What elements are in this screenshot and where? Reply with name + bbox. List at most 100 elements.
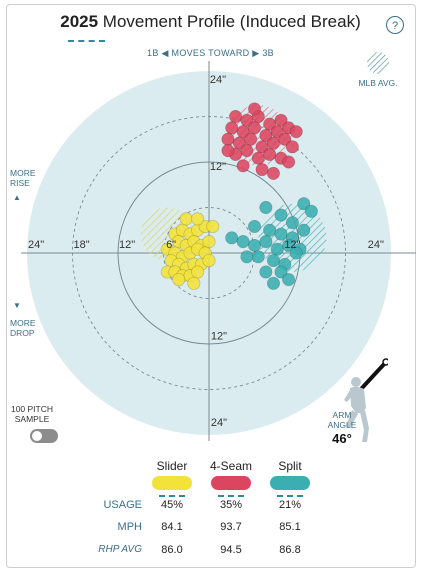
ring-label-left-6: 6" [166,239,176,251]
4-seam-point-7 [247,121,262,135]
slider-point-5 [206,219,220,234]
split-point-21 [259,265,273,279]
mph-row-label: MPH [117,521,142,533]
more-drop-line-2: DROP [10,328,35,338]
slider-toggle-pill[interactable] [152,476,192,490]
4-seam-point-17 [285,140,300,154]
pitch-name-split: Split [278,459,302,473]
4-seam-point-13 [244,132,258,146]
split-point-2 [285,216,300,230]
ring-label-left-12: 12" [119,239,135,251]
more-rise-line-1: MORE [10,168,36,178]
4-seam-point-4 [274,113,288,127]
ring-label-bottom-12: 12" [211,330,227,342]
split-point-18 [266,253,281,268]
mph-split: 85.1 [279,521,301,533]
more-rise-label: MORE RISE [10,168,36,188]
year-underline [68,40,105,42]
more-drop-line-1: MORE [10,318,36,328]
pitch-name-4seam: 4-Seam [209,459,253,473]
slider-point-10 [202,235,216,249]
split-point-6 [263,223,277,237]
4-seam-point-15 [266,136,281,150]
split-point-3 [297,197,311,211]
4-seam-point-5 [225,121,239,135]
usage-row-label: USAGE [103,499,142,511]
toggle-knob [32,431,42,441]
4-seam-point-26 [282,155,296,169]
4-seam-point-14 [255,140,269,154]
ring-label-right-24: 24" [368,239,384,251]
arm-label-line-2: ANGLE [327,420,357,430]
more-drop-label: MORE DROP [10,318,36,338]
help-icon[interactable]: ? [386,16,404,34]
movement-plot: 24" 12" 12" 24" 24" 18" 12" 6" 12" 24" [21,61,416,441]
arm-label-line-1: ARM [332,410,352,420]
split-point-13 [259,235,273,249]
title-text: Movement Profile (Induced Break) [102,12,361,31]
ring-label-top-24: 24" [210,74,226,86]
rhp-avg-4seam: 94.5 [220,544,242,556]
pitcher-silhouette-icon [344,358,388,442]
split-point-10 [225,231,239,245]
4-seam-point-11 [221,132,235,146]
4-seam-point-1 [240,113,254,127]
4-seam-point-8 [259,128,273,143]
usage-slider: 45% [160,499,184,511]
4-seam-point-0 [228,109,243,124]
4-seam-point-6 [236,125,250,139]
4seam-toggle-pill[interactable] [211,476,251,490]
ring-label-right-12: 12" [284,239,300,251]
4-seam-point-23 [236,159,250,173]
split-point-15 [282,238,296,253]
split-toggle-pill[interactable] [270,476,310,490]
split-point-22 [274,265,288,279]
pitch-name-slider: Slider [156,459,188,473]
down-arrow-icon: ▼ [13,301,21,310]
usage-split: 21% [278,499,302,511]
title-year: 2025 [60,12,99,31]
ring-label-bottom-24: 24" [211,417,227,429]
slider-point-30 [187,276,201,290]
chart-title: 2025 Movement Profile (Induced Break) [0,12,421,32]
mlb-avg-icon [367,52,389,74]
direction-right-label: 3B [262,48,274,58]
sample-label: 100 PITCH SAMPLE [6,404,58,424]
4-seam-point-28 [289,125,303,139]
rhp-avg-slider: 86.0 [161,544,183,556]
direction-indicator: 1B ◀ MOVES TOWARD ▶ 3B [0,48,421,59]
split-point-12 [247,238,262,253]
split-point-24 [240,250,254,264]
slider-pill-underline [159,495,185,497]
split-point-0 [259,200,273,215]
slider-point-22 [202,253,216,268]
4-seam-point-20 [251,151,265,165]
arm-angle-value: 46° [332,431,352,446]
rhp-avg-row-label: RHP AVG [98,544,142,555]
slider-point-28 [179,212,193,226]
split-point-23 [266,276,281,290]
slider-point-29 [191,212,205,226]
4seam-pill-underline [218,495,244,497]
4-seam-point-16 [278,132,292,146]
up-arrow-icon: ▲ [13,193,21,202]
direction-middle-label: MOVES TOWARD [171,48,250,58]
more-rise-line-2: RISE [10,178,30,188]
arrow-left-icon: ◀ [161,48,169,58]
4-seam-point-27 [266,166,281,180]
4-seam-point-29 [247,102,262,116]
mlb-avg-label: MLB AVG. [358,78,398,88]
split-point-1 [274,208,288,222]
slider-point-27 [191,265,205,279]
4-seam-point-9 [270,125,284,139]
split-point-5 [247,219,262,234]
arrow-right-icon: ▶ [252,48,260,58]
ring-label-left-24: 24" [28,239,44,251]
rhp-avg-split: 86.8 [279,544,301,556]
usage-4seam: 35% [219,499,243,511]
split-point-25 [282,272,296,287]
direction-left-label: 1B [147,48,159,58]
mph-slider: 84.1 [161,521,183,533]
4-seam-point-19 [240,144,254,158]
sample-toggle[interactable] [30,429,58,443]
